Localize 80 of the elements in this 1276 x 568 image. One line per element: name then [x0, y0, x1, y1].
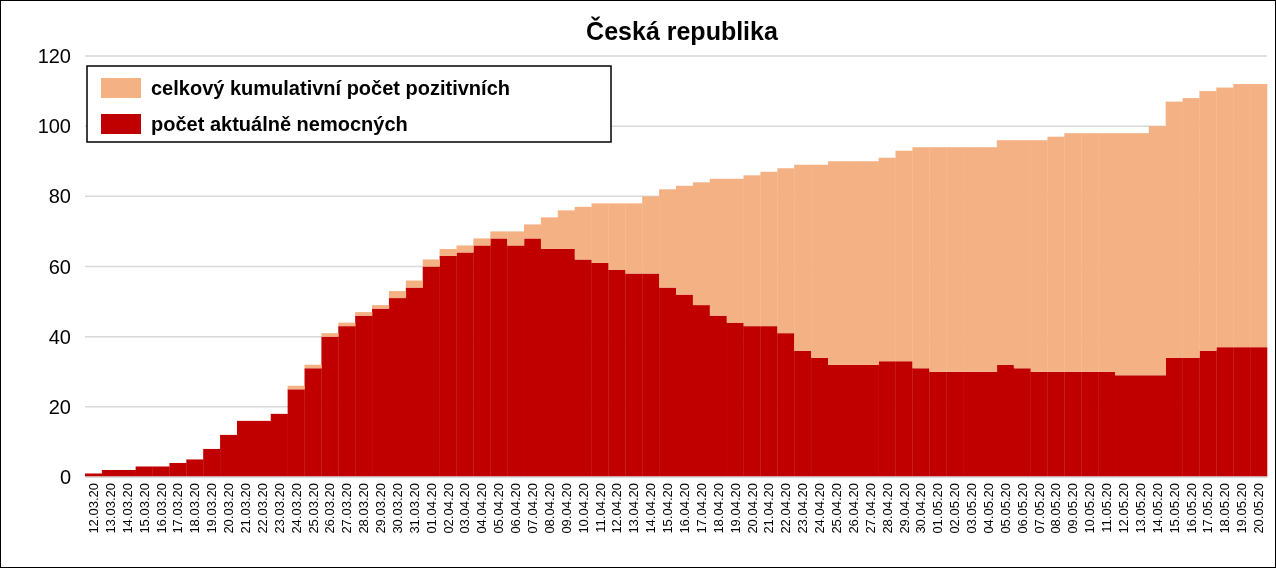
x-tick-label: 19.03.20: [204, 483, 220, 534]
x-tick-label: 13.05.20: [1132, 483, 1148, 534]
y-tick-label: 60: [48, 255, 71, 278]
x-tick-label: 15.05.20: [1166, 483, 1182, 534]
x-tick-label: 14.04.20: [643, 483, 659, 534]
x-tick-label: 15.04.20: [660, 483, 676, 534]
legend-label: počet aktuálně nemocných: [151, 113, 408, 135]
x-tick-label: 24.04.20: [812, 483, 828, 534]
x-tick-label: 16.04.20: [676, 483, 692, 534]
x-tick-label: 23.03.20: [271, 483, 287, 534]
x-tick-label: 27.03.20: [339, 483, 355, 534]
chart-title: Česká republika: [586, 16, 779, 45]
x-tick-label: 10.04.20: [575, 483, 591, 534]
x-tick-label: 17.05.20: [1200, 483, 1216, 534]
x-tick-label: 15.03.20: [136, 483, 152, 534]
x-tick-label: 17.04.20: [693, 483, 709, 534]
x-tick-label: 01.05.20: [930, 483, 946, 534]
x-tick-label: 11.05.20: [1099, 483, 1115, 533]
x-tick-label: 03.05.20: [964, 483, 980, 534]
x-tick-label: 02.04.20: [440, 483, 456, 534]
x-tick-label: 07.04.20: [525, 483, 541, 534]
x-tick-label: 10.05.20: [1082, 483, 1098, 534]
x-tick-label: 28.03.20: [356, 483, 372, 534]
x-tick-label: 27.04.20: [862, 483, 878, 534]
x-tick-label: 04.04.20: [474, 483, 490, 534]
x-tick-label: 21.04.20: [761, 483, 777, 534]
x-tick-label: 20.05.20: [1251, 483, 1267, 534]
x-tick-label: 18.05.20: [1217, 483, 1233, 534]
x-tick-label: 14.05.20: [1149, 483, 1165, 534]
x-tick-label: 25.03.20: [305, 483, 321, 534]
x-tick-label: 03.04.20: [457, 483, 473, 534]
x-tick-label: 21.03.20: [237, 483, 253, 534]
x-tick-label: 13.04.20: [626, 483, 642, 534]
x-tick-label: 20.04.20: [744, 483, 760, 534]
x-tick-label: 08.04.20: [541, 483, 557, 534]
x-tick-label: 30.04.20: [913, 483, 929, 534]
y-tick-label: 40: [48, 325, 71, 348]
x-tick-label: 14.03.20: [119, 483, 135, 534]
x-tick-label: 30.03.20: [389, 483, 405, 534]
x-tick-label: 19.04.20: [727, 483, 743, 534]
x-tick-label: 05.05.20: [997, 483, 1013, 534]
x-tick-label: 09.05.20: [1065, 483, 1081, 534]
x-tick-label: 08.05.20: [1048, 483, 1064, 534]
x-tick-label: 29.03.20: [373, 483, 389, 534]
x-tick-label: 11.04.20: [592, 483, 608, 533]
x-tick-label: 16.03.20: [153, 483, 169, 534]
x-tick-label: 23.04.20: [795, 483, 811, 534]
y-tick-label: 100: [37, 115, 71, 138]
legend-label: celkový kumulativní počet pozitivních: [151, 77, 510, 99]
x-tick-label: 16.05.20: [1183, 483, 1199, 534]
x-tick-label: 24.03.20: [288, 483, 304, 534]
x-tick-label: 06.05.20: [1014, 483, 1030, 534]
x-tick-label: 22.04.20: [778, 483, 794, 534]
y-tick-label: 20: [48, 395, 71, 418]
x-tick-label: 19.05.20: [1234, 483, 1250, 534]
x-tick-label: 09.04.20: [558, 483, 574, 534]
x-tick-label: 02.05.20: [947, 483, 963, 534]
x-tick-label: 28.04.20: [879, 483, 895, 534]
x-tick-label: 26.04.20: [845, 483, 861, 534]
x-tick-label: 12.04.20: [609, 483, 625, 534]
y-tick-label: 80: [48, 185, 71, 208]
x-tick-label: 25.04.20: [828, 483, 844, 534]
x-tick-label: 31.03.20: [406, 483, 422, 534]
x-tick-label: 22.03.20: [254, 483, 270, 534]
x-tick-label: 13.03.20: [102, 483, 118, 534]
x-tick-label: 01.04.20: [423, 483, 439, 534]
x-tick-label: 29.04.20: [896, 483, 912, 534]
x-tick-label: 18.04.20: [710, 483, 726, 534]
x-tick-label: 12.03.20: [85, 483, 101, 534]
x-tick-label: 18.03.20: [187, 483, 203, 534]
x-tick-label: 06.04.20: [508, 483, 524, 534]
y-tick-label: 0: [59, 466, 71, 488]
x-tick-label: 26.03.20: [322, 483, 338, 534]
x-tick-label: 12.05.20: [1116, 483, 1132, 534]
y-tick-label: 120: [37, 45, 71, 67]
x-tick-label: 20.03.20: [221, 483, 237, 534]
x-tick-label: 07.05.20: [1031, 483, 1047, 534]
x-tick-label: 05.04.20: [491, 483, 507, 534]
x-tick-label: 04.05.20: [980, 483, 996, 534]
x-tick-label: 17.03.20: [170, 483, 186, 534]
